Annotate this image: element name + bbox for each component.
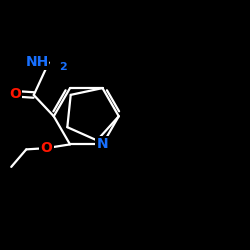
Text: O: O [9,87,21,101]
Text: O: O [40,141,52,155]
Text: 2: 2 [59,62,66,72]
Text: NH: NH [26,56,49,70]
Text: N: N [97,138,108,151]
